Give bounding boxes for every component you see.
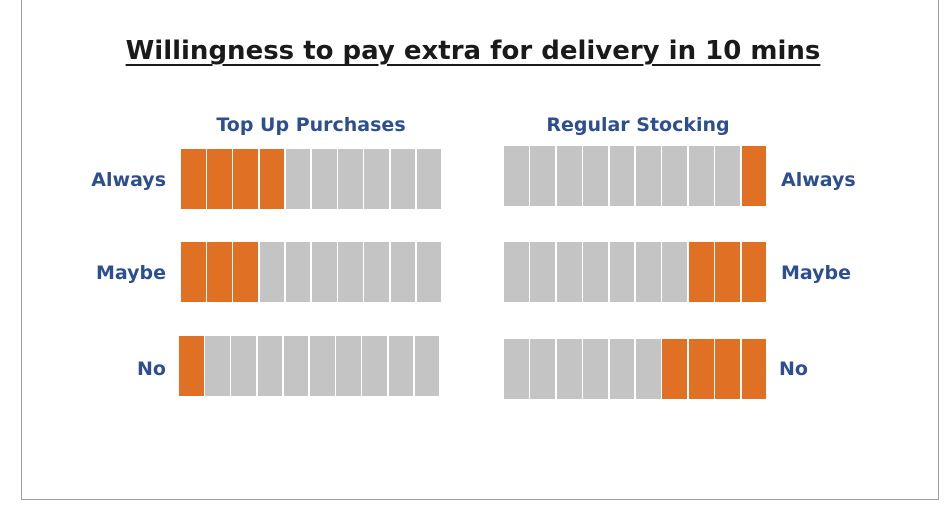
panel-title-regular-stocking: Regular Stocking [546, 114, 730, 136]
highlighted-unit-cell [740, 145, 768, 207]
remaining-unit-cell [337, 241, 364, 303]
panel-title-top-up: Top Up Purchases [216, 114, 406, 136]
remaining-unit-cell [413, 335, 441, 397]
remaining-unit-cell [635, 338, 662, 400]
row-label-maybe-top-up: Maybe [95, 262, 166, 284]
remaining-unit-cell [230, 335, 258, 397]
remaining-unit-cell [582, 145, 610, 207]
remaining-unit-cell [258, 241, 286, 303]
highlighted-unit-cell [178, 335, 205, 397]
highlighted-unit-cell [714, 241, 742, 303]
remaining-unit-cell [311, 241, 338, 303]
slide-frame [21, 0, 939, 500]
remaining-unit-cell [555, 241, 583, 303]
remaining-unit-cell [309, 335, 336, 397]
remaining-unit-cell [415, 148, 443, 210]
remaining-unit-cell [335, 335, 362, 397]
remaining-unit-cell [635, 241, 662, 303]
remaining-unit-cell [256, 335, 284, 397]
remaining-unit-cell [608, 338, 636, 400]
unit-bar-regular-maybe [503, 241, 768, 303]
remaining-unit-cell [284, 148, 312, 210]
remaining-unit-cell [635, 145, 662, 207]
remaining-unit-cell [582, 338, 610, 400]
highlighted-unit-cell [180, 148, 207, 210]
remaining-unit-cell [661, 145, 689, 207]
highlighted-unit-cell [180, 241, 207, 303]
remaining-unit-cell [284, 241, 312, 303]
remaining-unit-cell [582, 241, 610, 303]
remaining-unit-cell [529, 241, 557, 303]
remaining-unit-cell [714, 145, 742, 207]
remaining-unit-cell [363, 148, 391, 210]
remaining-unit-cell [337, 148, 364, 210]
unit-bar-regular-always [503, 145, 768, 207]
remaining-unit-cell [608, 241, 636, 303]
highlighted-unit-cell [740, 338, 768, 400]
highlighted-unit-cell [258, 148, 286, 210]
highlighted-unit-cell [206, 148, 233, 210]
remaining-unit-cell [687, 145, 715, 207]
remaining-unit-cell [204, 335, 231, 397]
highlighted-unit-cell [661, 338, 689, 400]
unit-bar-top-up-no [178, 335, 441, 397]
remaining-unit-cell [503, 241, 530, 303]
highlighted-unit-cell [714, 338, 742, 400]
chart-title: Willingness to pay extra for delivery in… [125, 36, 821, 66]
remaining-unit-cell [361, 335, 389, 397]
remaining-unit-cell [311, 148, 338, 210]
highlighted-unit-cell [687, 241, 715, 303]
highlighted-unit-cell [740, 241, 768, 303]
unit-bar-top-up-maybe [180, 241, 443, 303]
remaining-unit-cell [555, 145, 583, 207]
remaining-unit-cell [529, 145, 557, 207]
remaining-unit-cell [389, 148, 417, 210]
row-label-no-top-up: No [137, 358, 166, 380]
row-label-no-regular: No [779, 358, 808, 380]
remaining-unit-cell [387, 335, 415, 397]
remaining-unit-cell [503, 145, 530, 207]
remaining-unit-cell [363, 241, 391, 303]
remaining-unit-cell [661, 241, 689, 303]
remaining-unit-cell [555, 338, 583, 400]
highlighted-unit-cell [206, 241, 233, 303]
remaining-unit-cell [415, 241, 443, 303]
remaining-unit-cell [282, 335, 310, 397]
highlighted-unit-cell [687, 338, 715, 400]
unit-bar-top-up-always [180, 148, 443, 210]
remaining-unit-cell [389, 241, 417, 303]
remaining-unit-cell [503, 338, 530, 400]
highlighted-unit-cell [232, 241, 260, 303]
row-label-always-regular: Always [781, 169, 856, 191]
row-label-always-top-up: Always [91, 169, 166, 191]
unit-bar-regular-no [503, 338, 768, 400]
remaining-unit-cell [608, 145, 636, 207]
highlighted-unit-cell [232, 148, 260, 210]
row-label-maybe-regular: Maybe [781, 262, 852, 284]
remaining-unit-cell [529, 338, 557, 400]
